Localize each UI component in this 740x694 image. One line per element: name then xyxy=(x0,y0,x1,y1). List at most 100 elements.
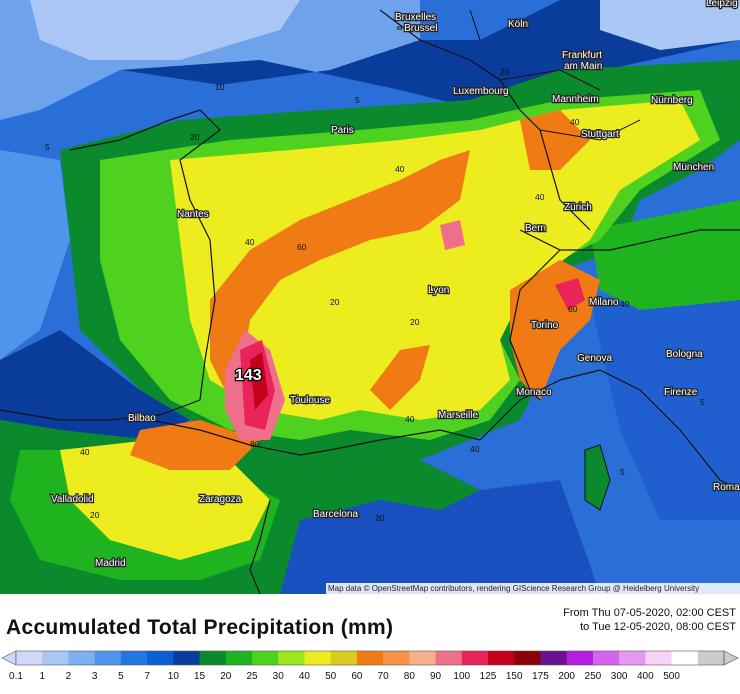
city-koln: Köln xyxy=(508,19,528,30)
city-luxembourg: Luxembourg xyxy=(453,86,509,97)
scale-swatch xyxy=(697,651,725,665)
scale-swatch xyxy=(252,651,279,665)
scale-swatch xyxy=(645,651,673,665)
scale-tick-label: 1 xyxy=(39,671,45,682)
scale-swatch xyxy=(488,651,515,665)
color-scale-bar xyxy=(1,650,739,666)
svg-text:20: 20 xyxy=(330,297,340,307)
scale-tick-label: 90 xyxy=(430,671,442,682)
chart-title: Accumulated Total Precipitation (mm) xyxy=(6,616,394,639)
city-nurnberg: Nürnberg xyxy=(651,95,693,106)
svg-text:80: 80 xyxy=(250,439,260,449)
svg-text:20: 20 xyxy=(190,132,200,142)
scale-tick-label: 200 xyxy=(558,671,575,682)
scale-border xyxy=(15,650,725,666)
scale-tick-label: 250 xyxy=(585,671,602,682)
city-toulouse: Toulouse xyxy=(290,395,330,406)
city-firenze: Firenze xyxy=(664,387,698,398)
color-scale: 0.1 1 2 3 5 7 10 15 20 25 30 40 50 60 70 80 90 100 125 150 1… xyxy=(1,650,739,682)
svg-text:20: 20 xyxy=(410,317,420,327)
city-mannheim: Mannheim xyxy=(552,94,599,105)
svg-text:40: 40 xyxy=(570,117,580,127)
scale-tick-label: 7 xyxy=(144,671,150,682)
city-milano: Milano xyxy=(589,297,619,308)
svg-text:40: 40 xyxy=(405,414,415,424)
scale-swatch xyxy=(173,651,201,665)
svg-text:20: 20 xyxy=(375,513,385,523)
scale-tick-label: 70 xyxy=(378,671,390,682)
city-nantes: Nantes xyxy=(177,209,209,220)
scale-tick-label: 300 xyxy=(611,671,628,682)
city-labels: Bruxelles - Brussel Köln Leipzig Frankfu… xyxy=(50,0,740,570)
scale-tick-label: 40 xyxy=(299,671,311,682)
scale-tick-label: 50 xyxy=(325,671,337,682)
precipitation-map[interactable]: 10 5 20 40 40 60 20 20 60 80 40 40 20 20… xyxy=(0,0,740,594)
scale-tick-label: 5 xyxy=(118,671,124,682)
scale-swatch xyxy=(592,651,620,665)
scale-tick-label: 500 xyxy=(663,671,680,682)
max-precip-label: 143 xyxy=(235,367,262,384)
city-zurich: Zürich xyxy=(564,202,592,213)
scale-arrow-left xyxy=(1,650,17,666)
city-munchen: München xyxy=(673,162,714,173)
scale-tick-label: 0.1 xyxy=(9,671,23,682)
svg-text:5: 5 xyxy=(355,95,360,105)
scale-tick-label: 150 xyxy=(506,671,523,682)
scale-tick-label: 25 xyxy=(246,671,258,682)
svg-text:5: 5 xyxy=(700,397,705,407)
scale-swatch xyxy=(619,651,646,665)
color-scale-ticks: 0.1 1 2 3 5 7 10 15 20 25 30 40 50 60 70 80 90 100 125 150 1… xyxy=(9,671,680,682)
city-barcelona: Barcelona xyxy=(313,509,358,520)
svg-text:40: 40 xyxy=(245,237,255,247)
svg-text:20: 20 xyxy=(90,510,100,520)
scale-tick-label: 100 xyxy=(453,671,470,682)
scale-tick-label: 30 xyxy=(273,671,285,682)
scale-swatch xyxy=(304,651,332,665)
scale-swatch xyxy=(383,651,410,665)
scale-swatch xyxy=(566,651,594,665)
scale-swatch xyxy=(540,651,568,665)
scale-tick-label: 20 xyxy=(220,671,232,682)
scale-tick-label: 125 xyxy=(480,671,497,682)
scale-tick-label: 2 xyxy=(66,671,72,682)
scale-swatch xyxy=(671,651,699,665)
city-valladolid: Valladolid xyxy=(51,494,94,505)
scale-swatch xyxy=(435,651,463,665)
forecast-period: From Thu 07-05-2020, 02:00 CEST to Tue 1… xyxy=(563,606,736,634)
scale-swatch xyxy=(278,651,305,665)
city-lyon: Lyon xyxy=(428,285,449,296)
svg-text:10: 10 xyxy=(215,82,225,92)
city-torino: Torino xyxy=(531,320,559,331)
scale-swatch xyxy=(120,651,148,665)
scale-arrow-right xyxy=(723,650,739,666)
scale-swatch xyxy=(68,651,96,665)
svg-text:20: 20 xyxy=(500,67,510,77)
scale-tick-label: 80 xyxy=(404,671,416,682)
scale-tick-label: 400 xyxy=(637,671,654,682)
city-bruxelles: Bruxelles xyxy=(395,12,436,23)
map-attribution: Map data © OpenStreetMap contributors, r… xyxy=(326,583,740,594)
svg-text:5: 5 xyxy=(620,467,625,477)
scale-swatch xyxy=(16,651,43,665)
svg-text:40: 40 xyxy=(80,447,90,457)
city-am-main: am Main xyxy=(564,61,602,72)
svg-text:60: 60 xyxy=(568,304,578,314)
scale-swatch xyxy=(199,651,227,665)
city-roma: Roma xyxy=(713,482,740,493)
scale-swatch xyxy=(461,651,489,665)
city-zaragoza: Zaragoza xyxy=(199,494,242,505)
city-marseille: Marseille xyxy=(438,410,478,421)
scale-tick-label: 3 xyxy=(92,671,98,682)
contour-labels: 10 5 20 40 40 60 20 20 60 80 40 40 20 20… xyxy=(45,67,705,523)
svg-text:60: 60 xyxy=(290,392,300,402)
svg-text:5: 5 xyxy=(45,142,50,152)
svg-text:60: 60 xyxy=(297,242,307,252)
city-bern: Bern xyxy=(525,223,546,234)
scale-tick-label: 175 xyxy=(532,671,549,682)
legend-footer: Accumulated Total Precipitation (mm) Fro… xyxy=(0,594,740,694)
scale-swatch xyxy=(94,651,122,665)
city-brussel: - Brussel xyxy=(398,23,437,34)
scale-swatch xyxy=(42,651,69,665)
scale-swatch xyxy=(225,651,253,665)
city-bologna: Bologna xyxy=(666,349,703,360)
